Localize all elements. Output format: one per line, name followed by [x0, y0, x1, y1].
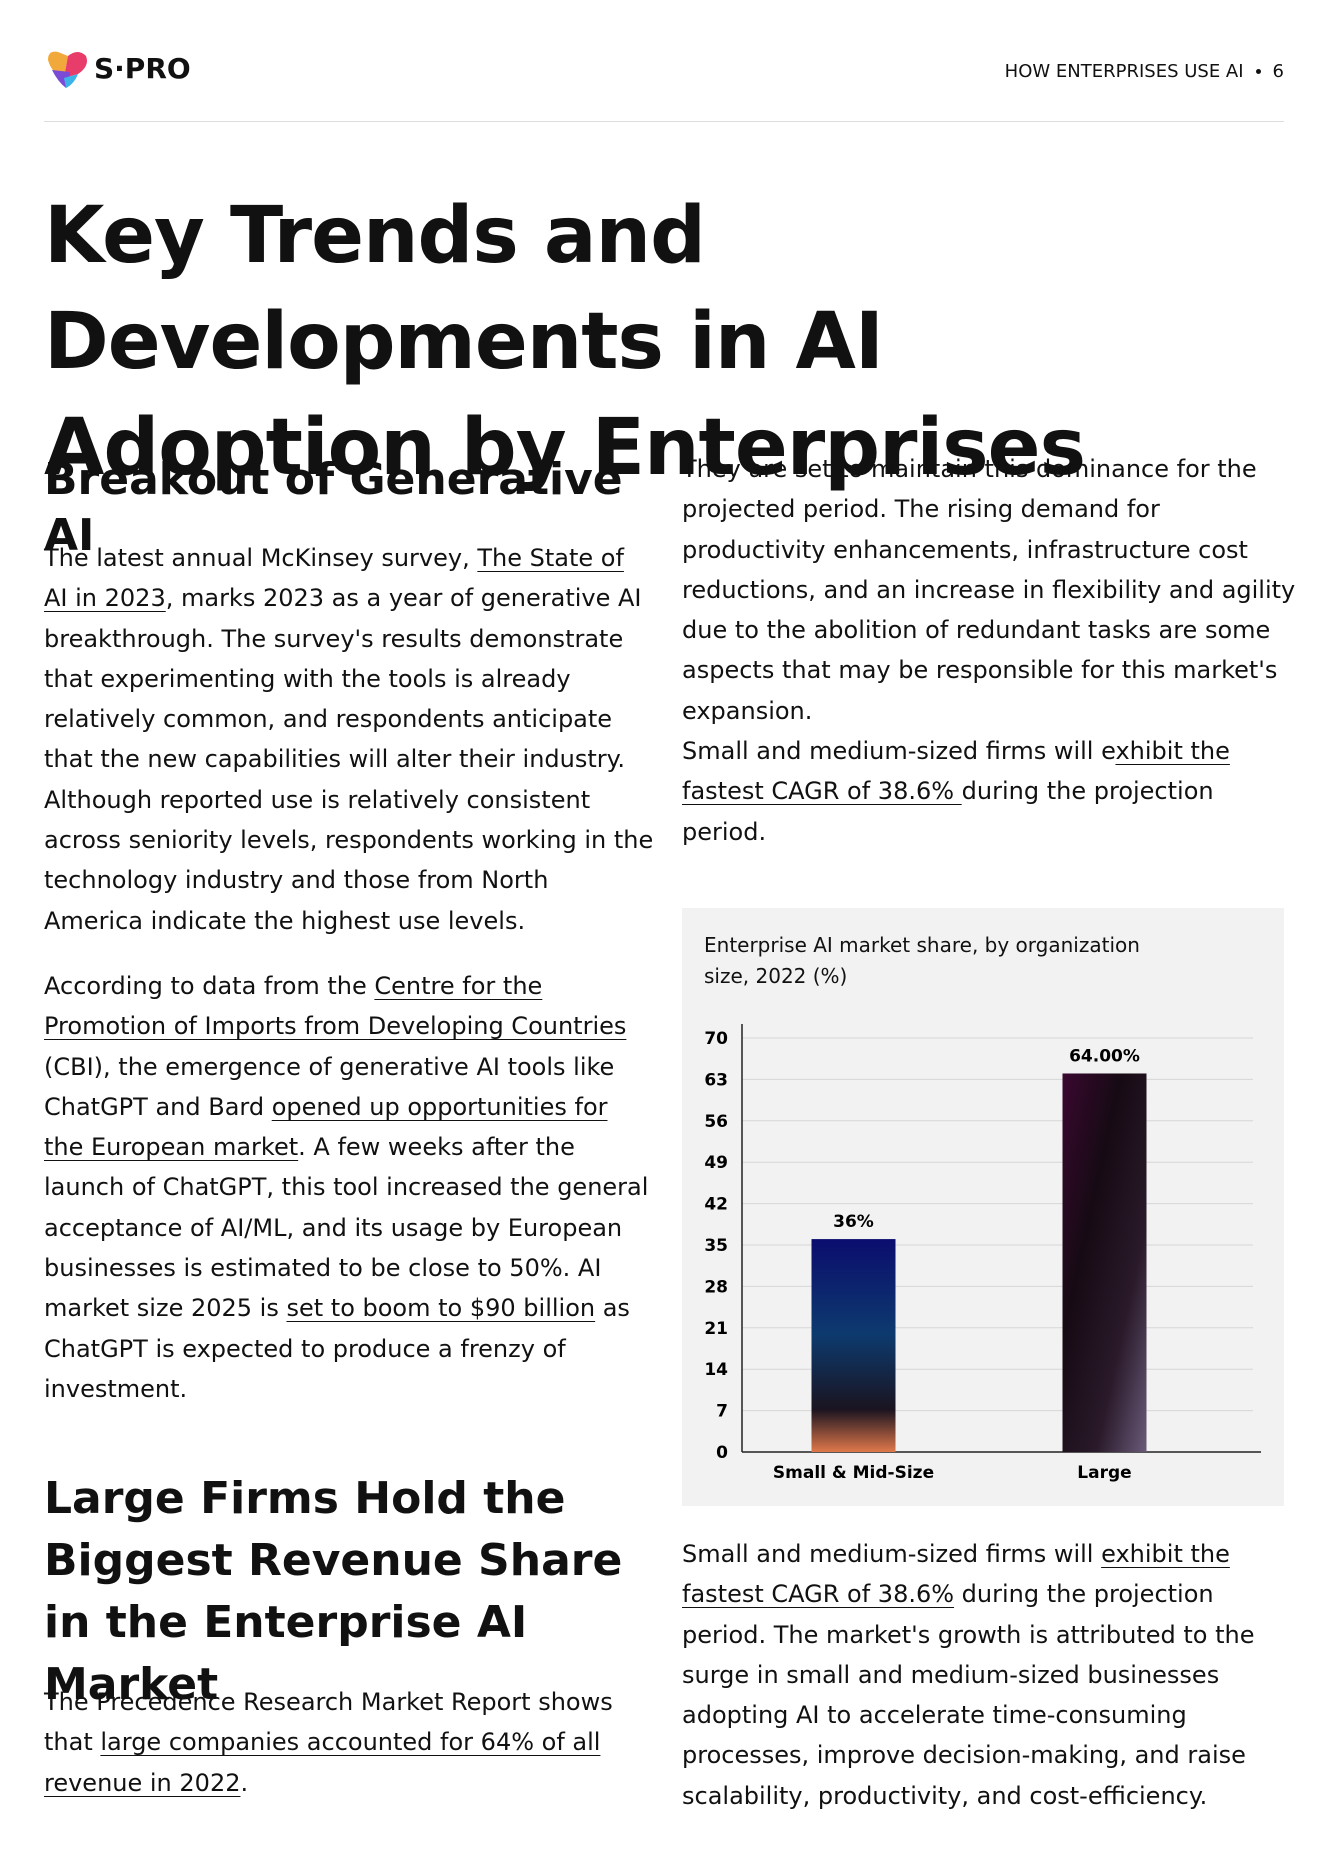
text-run: The latest annual McKinsey survey, [44, 544, 478, 572]
chart: 0 7 14 21 28 35 42 49 56 63 70 Small & Mid-Size 36% L… [704, 1024, 1261, 1483]
chart-panel: Enterprise AI market share, by organizat… [682, 908, 1284, 1506]
link: The State of AI in 2023 [44, 544, 624, 613]
y-tick-label: 63 [704, 1070, 728, 1090]
link: opened up opportunities for the European… [44, 1092, 608, 1162]
value-label: 64.00% [1069, 1046, 1140, 1066]
separator [1255, 69, 1261, 74]
y-tick-label: 42 [704, 1195, 728, 1215]
logo-mark [48, 51, 87, 88]
text-run: during the projection period. [682, 777, 1214, 846]
text-run: , marks 2023 as a year of generative AI … [44, 584, 654, 935]
text-run: Small and medium-sized firms will e [682, 737, 1116, 766]
y-tick-label: 0 [716, 1443, 728, 1463]
text-run: . A few weeks after the launch of ChatGP… [44, 1133, 649, 1323]
chart-title: Enterprise AI market share, by organizat… [704, 933, 1140, 988]
paragraph: Small and medium-sized firms will exhibi… [682, 731, 1302, 852]
link: Centre for the Promotion of Imports from… [44, 972, 627, 1041]
paragraph: The latest annual McKinsey survey, The S… [44, 538, 654, 941]
text-run: . [240, 1768, 249, 1797]
right-column-top: They are set to maintain this dominance … [682, 449, 1302, 852]
link: exhibit the fastest CAGR of 38.6% [682, 1540, 1230, 1609]
link: set to boom to $90 billion [286, 1294, 596, 1323]
page-number: 6 [1272, 61, 1284, 82]
paragraph: The Precedence Research Market Report sh… [44, 1682, 654, 1803]
brand: S·PRO [94, 52, 191, 85]
y-tick-label: 7 [716, 1402, 728, 1422]
y-tick-label: 56 [704, 1112, 728, 1132]
x-tick-label: Large [1077, 1463, 1131, 1483]
running-header: HOW ENTERPRISES USE AI 6 [1005, 61, 1284, 82]
text-run: According to data from the [44, 972, 375, 1000]
link: xhibit the fastest CAGR of 38.6% [682, 737, 1230, 806]
text-run: during the projection period. The market… [682, 1580, 1255, 1810]
text-run: (CBI), the emergence of generative AI to… [44, 1052, 615, 1121]
y-tick-label: 35 [704, 1236, 728, 1256]
paragraph: According to data from the Centre for th… [44, 966, 654, 1409]
paragraph: They are set to maintain this dominance … [682, 449, 1302, 731]
paragraph: Small and medium-sized firms will exhibi… [682, 1534, 1302, 1816]
section-heading: Large Firms Hold the Biggest Revenue Sha… [44, 1473, 623, 1710]
text-run: Small and medium-sized firms will [682, 1540, 1102, 1568]
y-tick-label: 70 [704, 1029, 728, 1049]
y-tick-label: 21 [704, 1319, 728, 1339]
page-title: Key Trends and Developments in AI Adopti… [44, 191, 1086, 493]
y-tick-label: 49 [704, 1153, 728, 1173]
text-run: as ChatGPT is expected to produce a fren… [44, 1294, 630, 1403]
text-run: The Precedence Research Market Report sh… [44, 1688, 613, 1757]
bar [811, 1239, 896, 1452]
link: large companies accounted for 64% of all… [44, 1728, 601, 1797]
y-tick-label: 28 [704, 1277, 728, 1297]
y-tick-label: 14 [704, 1360, 728, 1380]
value-label: 36% [833, 1212, 874, 1232]
x-tick-label: Small & Mid-Size [773, 1463, 934, 1483]
text-run: They are set to maintain this dominance … [682, 455, 1296, 725]
bar [1062, 1073, 1147, 1452]
header-rule [44, 121, 1284, 122]
section-heading: Breakout of Generative AI [44, 454, 623, 561]
section-name: HOW ENTERPRISES USE AI [1004, 61, 1244, 82]
